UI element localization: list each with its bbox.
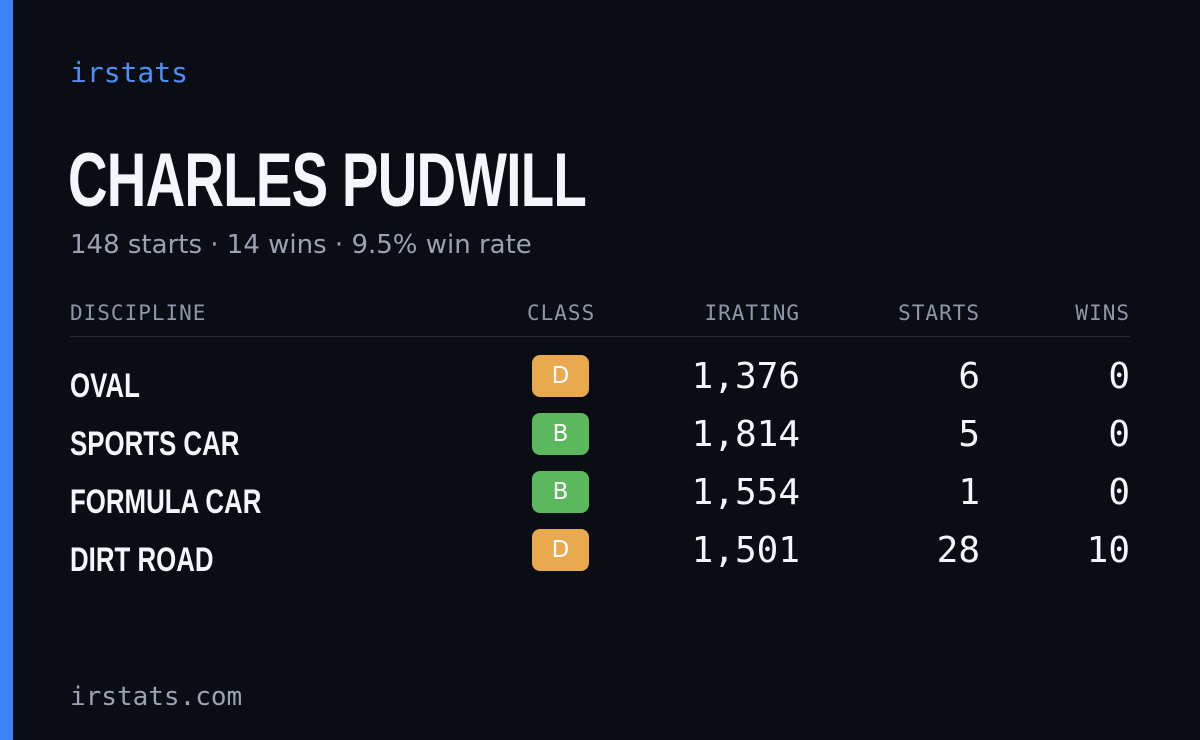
starts-value: 1 (958, 472, 980, 513)
irating-value: 1,554 (691, 472, 800, 513)
wins-value: 10 (1086, 530, 1130, 571)
header-class: CLASS (527, 301, 596, 325)
table-row: OVAL D 1,376 6 0 (70, 352, 1130, 410)
class-badge: B (532, 413, 589, 455)
discipline-name: DIRT ROAD (70, 541, 214, 579)
header-discipline: DISCIPLINE (70, 301, 207, 325)
class-badge: D (532, 355, 589, 397)
stats-table: DISCIPLINE CLASS IRATING STARTS WINS OVA… (70, 296, 1130, 579)
footer-url: irstats.com (70, 682, 243, 712)
player-summary: 148 starts · 14 wins · 9.5% win rate (70, 230, 532, 260)
starts-value: 5 (958, 414, 980, 455)
wins-value: 0 (1108, 472, 1130, 513)
player-name: CHARLES PUDWILL (68, 138, 587, 223)
table-header: DISCIPLINE CLASS IRATING STARTS WINS (70, 296, 1130, 337)
wins-value: 0 (1108, 356, 1130, 397)
starts-value: 28 (936, 530, 980, 571)
discipline-name: OVAL (70, 367, 140, 405)
irating-value: 1,376 (691, 356, 800, 397)
irating-value: 1,814 (691, 414, 800, 455)
header-irating: IRATING (704, 301, 800, 325)
table-body: OVAL D 1,376 6 0 SPORTS CAR B 1,814 5 0 … (70, 352, 1130, 584)
brand-logo-text: irstats (70, 56, 189, 89)
class-badge: B (532, 471, 589, 513)
table-row: DIRT ROAD D 1,501 28 10 (70, 526, 1130, 584)
irating-value: 1,501 (691, 530, 800, 571)
accent-bar (0, 0, 13, 740)
discipline-name: SPORTS CAR (70, 425, 240, 463)
class-badge: D (532, 529, 589, 571)
wins-value: 0 (1108, 414, 1130, 455)
discipline-name: FORMULA CAR (70, 483, 262, 521)
table-row: SPORTS CAR B 1,814 5 0 (70, 410, 1130, 468)
table-row: FORMULA CAR B 1,554 1 0 (70, 468, 1130, 526)
header-wins: WINS (1075, 301, 1130, 325)
starts-value: 6 (958, 356, 980, 397)
header-starts: STARTS (898, 301, 980, 325)
